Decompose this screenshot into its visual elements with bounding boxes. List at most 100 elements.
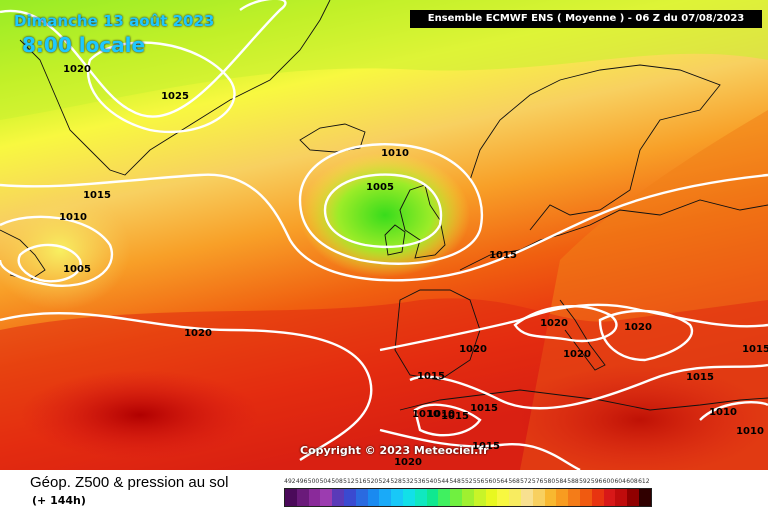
scale-label: 532: [402, 478, 414, 485]
italy-coast: [559, 299, 606, 371]
isobar-label: 1015: [441, 411, 469, 422]
scale-swatch: [532, 489, 545, 506]
iberia-coast: [394, 289, 481, 381]
scale-label: 536: [413, 478, 426, 485]
scale-swatch: [485, 489, 498, 506]
scale-swatch: [520, 489, 533, 506]
isobars: [0, 0, 768, 470]
scale-label: 612: [638, 478, 650, 485]
isobar-1010-east: [699, 401, 768, 421]
scale-label: 492: [284, 478, 296, 485]
isobar-1020-south: [0, 311, 373, 461]
copyright-text: Copyright © 2023 Meteociel.fr: [300, 444, 489, 457]
isobar-label: 1015: [742, 344, 768, 355]
scale-label: 524: [378, 478, 390, 485]
isobar-label: 1015: [470, 403, 498, 414]
isobar-label: 1010: [59, 212, 87, 223]
isobar-1020-balkans: [598, 309, 694, 362]
scale-label: 596: [590, 478, 603, 485]
color-scale: 492 496 500 504 508 512 516 520 524 528 532 536 540 5…: [284, 478, 652, 507]
z500-hot-balkans: [510, 365, 768, 470]
scale-label: 588: [567, 478, 579, 485]
scale-label: 576: [531, 478, 544, 485]
scale-label: 520: [366, 478, 379, 485]
scale-label: 508: [331, 478, 343, 485]
scale-swatch: [615, 489, 628, 506]
isobar-1015-sw: [379, 428, 581, 470]
scale-label: 528: [390, 478, 402, 485]
isobar-label: 1015: [83, 190, 111, 201]
isobar-1025: [87, 41, 236, 134]
scale-label: 580: [543, 478, 556, 485]
isobar-label: 1020: [184, 328, 212, 339]
isobar-label: 1010: [427, 409, 455, 420]
iceland-coast: [299, 123, 366, 153]
isobar-label: 1010: [709, 407, 737, 418]
scale-label: 600: [602, 478, 615, 485]
greenland-coast: [19, 0, 331, 176]
isobar-label: 1020: [624, 322, 652, 333]
scale-label: 500: [307, 478, 320, 485]
scale-swatch: [426, 489, 439, 506]
isobar-label: 1005: [366, 182, 394, 193]
isobar-label: 1015: [489, 250, 517, 261]
europe-coast: [459, 199, 768, 271]
isobar-1005-ring: [323, 173, 443, 248]
weather-map: 1020 1025 1010 1005 1015 1010 1005 1020 …: [0, 0, 768, 470]
z500-band-yellow: [0, 0, 768, 120]
isobar-1020-alps: [513, 305, 618, 343]
scale-swatch: [367, 489, 380, 506]
scale-swatch: [579, 489, 592, 506]
isobar-1010-west: [0, 215, 113, 287]
scale-label: 604: [614, 478, 626, 485]
scale-swatch: [461, 489, 474, 506]
scale-swatch: [556, 489, 569, 506]
scale-swatch: [473, 489, 486, 506]
scale-label: 564: [496, 478, 508, 485]
scale-label: 540: [425, 478, 438, 485]
model-info-banner: Ensemble ECMWF ENS ( Moyenne ) - 06 Z du…: [410, 10, 762, 28]
scale-label: 544: [437, 478, 449, 485]
isobar-1015-south: [409, 363, 768, 410]
scale-swatch: [509, 489, 521, 506]
scale-label: 556: [472, 478, 485, 485]
scandinavia-coast: [469, 64, 721, 231]
isobar-labels: 1020 1025 1010 1005 1015 1010 1005 1020 …: [59, 64, 768, 468]
z500-hot-atlantic: [20, 370, 260, 460]
isobar-label: 1005: [63, 264, 91, 275]
scale-swatch: [296, 489, 309, 506]
isobar-label: 1025: [161, 91, 189, 102]
scale-swatch: [568, 489, 580, 506]
scale-swatch: [391, 489, 403, 506]
scale-label: 496: [295, 478, 308, 485]
forecast-time: 8:00 locale: [22, 33, 146, 57]
scale-swatch: [450, 489, 462, 506]
scale-swatch: [308, 489, 321, 506]
scale-label: 504: [319, 478, 332, 485]
scale-swatch: [379, 489, 392, 506]
forecast-date: Dimanche 13 août 2023: [14, 12, 215, 30]
isobar-1015-mid: [0, 173, 768, 282]
isobar-label: 1015: [472, 441, 500, 452]
scale-label: 560: [484, 478, 497, 485]
scale-swatch: [320, 489, 333, 506]
z500-low-west: [0, 190, 130, 310]
isobar-label: 1020: [563, 349, 591, 360]
isobar-label: 1020: [63, 64, 91, 75]
isobar-label: 1020: [394, 457, 422, 468]
scale-swatch: [638, 489, 651, 506]
scale-swatch: [544, 489, 557, 506]
isobar-label: 1010: [412, 409, 440, 420]
scale-label: 568: [508, 478, 520, 485]
ireland-coast: [384, 224, 406, 256]
scale-label: 608: [626, 478, 638, 485]
isobar-1010-ring: [298, 143, 484, 265]
britain-coast: [399, 184, 446, 259]
north-africa-coast: [399, 389, 768, 411]
scale-label: 572: [520, 478, 532, 485]
scale-swatch: [355, 489, 368, 506]
isobar-label: 1015: [686, 372, 714, 383]
isobar-1010-africa: [413, 403, 482, 437]
scale-swatch: [627, 489, 639, 506]
scale-swatch: [332, 489, 344, 506]
